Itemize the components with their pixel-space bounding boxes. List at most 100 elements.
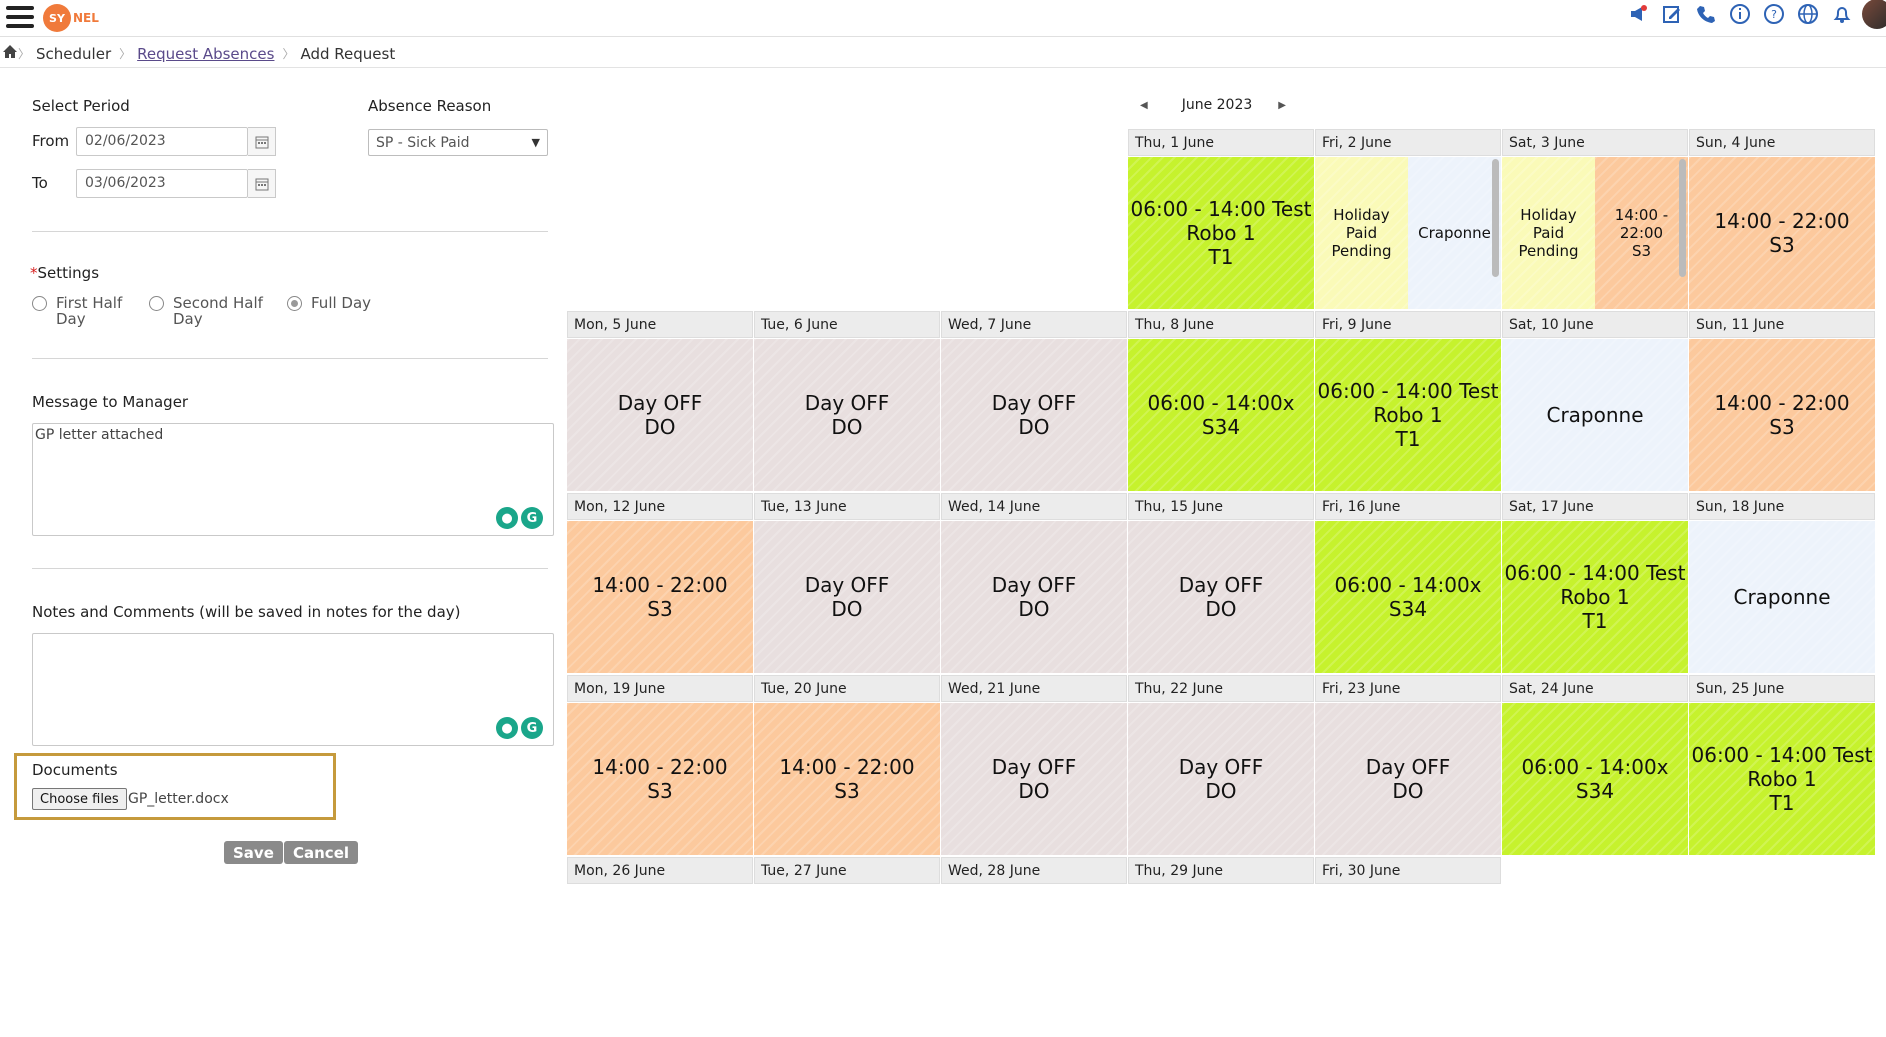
avatar[interactable] [1862, 0, 1886, 29]
absence-reason-select[interactable]: SP - Sick Paid ▼ [368, 129, 548, 156]
to-calendar-icon[interactable] [248, 169, 276, 198]
help-icon[interactable]: ? [1762, 2, 1786, 26]
calendar-day-cell[interactable]: Fri, 30 June [1315, 857, 1501, 1037]
from-calendar-icon[interactable] [248, 127, 276, 156]
calendar-day-cell[interactable]: Tue, 27 June [754, 857, 940, 1037]
shift-block[interactable]: 14:00 - 22:00 S3 [567, 521, 753, 673]
from-date-input[interactable]: 02/06/2023 [76, 127, 248, 156]
calendar-day-cell[interactable]: Tue, 13 June Day OFF DO [754, 493, 940, 673]
calendar-day-cell[interactable]: Thu, 8 June 06:00 - 14:00x S34 [1128, 311, 1314, 491]
scrollbar[interactable] [1679, 159, 1686, 277]
calendar-day-cell[interactable]: Thu, 22 June Day OFF DO [1128, 675, 1314, 855]
to-date-input[interactable]: 03/06/2023 [76, 169, 248, 198]
shift-block[interactable]: Day OFF DO [1315, 703, 1501, 855]
scrollbar[interactable] [1492, 159, 1499, 277]
calendar-day-cell[interactable]: Wed, 28 June [941, 857, 1127, 1037]
calendar-day-cell[interactable]: Mon, 19 June 14:00 - 22:00 S3 [567, 675, 753, 855]
grammarly-icon[interactable]: G [521, 507, 543, 529]
prev-month-icon[interactable]: ◀ [1140, 99, 1148, 111]
hamburger-menu-icon[interactable] [6, 6, 34, 30]
lightbulb-icon[interactable]: ● [496, 507, 518, 529]
shift-block[interactable]: 06:00 - 14:00 Test Robo 1 T1 [1689, 703, 1875, 855]
shift-block[interactable]: 06:00 - 14:00x S34 [1502, 703, 1688, 855]
choose-files-button[interactable]: Choose files [32, 788, 127, 810]
radio-full-day[interactable]: Full Day [287, 295, 371, 311]
shift-block[interactable]: 14:00 - 22:00 S3 [567, 703, 753, 855]
calendar-day-cell[interactable]: Wed, 14 June Day OFF DO [941, 493, 1127, 673]
shift-part[interactable]: Holiday Paid Pending [1315, 157, 1408, 309]
breadcrumb-scheduler[interactable]: Scheduler [36, 44, 112, 63]
megaphone-icon[interactable] [1626, 2, 1650, 26]
shift-block[interactable]: Craponne [1689, 521, 1875, 673]
calendar-day-cell[interactable]: Fri, 23 June Day OFF DO [1315, 675, 1501, 855]
shift-block[interactable]: Holiday Paid Pending 14:00 - 22:00 S3 [1502, 157, 1688, 309]
shift-text-line: Pending [1331, 242, 1392, 260]
calendar-day-cell[interactable]: Sun, 25 June 06:00 - 14:00 Test Robo 1 T1 [1689, 675, 1875, 855]
shift-block[interactable]: Craponne [1502, 339, 1688, 491]
calendar-day-cell[interactable]: Mon, 5 June Day OFF DO [567, 311, 753, 491]
radio-dot-selected[interactable] [287, 296, 302, 311]
calendar-day-cell[interactable]: Sat, 17 June 06:00 - 14:00 Test Robo 1 T1 [1502, 493, 1688, 673]
radio-first-half-day[interactable]: First Half Day [32, 295, 122, 327]
calendar-day-cell[interactable]: Mon, 26 June [567, 857, 753, 1037]
message-textarea[interactable]: GP letter attached ● G [32, 423, 554, 536]
shift-block[interactable]: 14:00 - 22:00 S3 [754, 703, 940, 855]
breadcrumb-request-absences[interactable]: Request Absences [137, 44, 275, 63]
edit-icon[interactable] [1660, 2, 1684, 26]
calendar-day-cell[interactable]: Sat, 10 June Craponne [1502, 311, 1688, 491]
home-icon[interactable] [0, 44, 18, 64]
shift-part[interactable]: 14:00 - 22:00 S3 [1595, 157, 1688, 309]
calendar-day-cell[interactable]: Thu, 29 June [1128, 857, 1314, 1037]
shift-block[interactable]: Day OFF DO [941, 521, 1127, 673]
shift-block[interactable]: Day OFF DO [754, 339, 940, 491]
radio-dot[interactable] [149, 296, 164, 311]
shift-part[interactable]: Craponne [1408, 157, 1501, 309]
grammarly-icon[interactable]: G [521, 717, 543, 739]
calendar-day-cell[interactable]: Wed, 21 June Day OFF DO [941, 675, 1127, 855]
calendar-day-cell[interactable]: Sat, 24 June 06:00 - 14:00x S34 [1502, 675, 1688, 855]
calendar-day-cell[interactable]: Wed, 7 June Day OFF DO [941, 311, 1127, 491]
calendar-day-cell[interactable]: Sun, 11 June 14:00 - 22:00 S3 [1689, 311, 1875, 491]
shift-block[interactable]: Day OFF DO [941, 703, 1127, 855]
calendar-day-cell[interactable]: Sat, 3 June Holiday Paid Pending 14:00 - 22:… [1502, 129, 1688, 309]
shift-block[interactable]: 06:00 - 14:00x S34 [1315, 521, 1501, 673]
bell-icon[interactable] [1830, 2, 1854, 26]
shift-block[interactable]: 06:00 - 14:00 Test Robo 1 T1 [1128, 157, 1314, 309]
calendar-day-cell[interactable]: Tue, 20 June 14:00 - 22:00 S3 [754, 675, 940, 855]
globe-icon[interactable] [1796, 2, 1820, 26]
next-month-icon[interactable]: ▶ [1278, 99, 1286, 111]
shift-block[interactable]: 06:00 - 14:00x S34 [1128, 339, 1314, 491]
calendar-day-cell[interactable]: Thu, 15 June Day OFF DO [1128, 493, 1314, 673]
shift-block[interactable]: Holiday Paid Pending Craponne [1315, 157, 1501, 309]
calendar-day-cell[interactable]: Fri, 16 June 06:00 - 14:00x S34 [1315, 493, 1501, 673]
shift-block[interactable]: Day OFF DO [1128, 521, 1314, 673]
calendar-day-cell[interactable]: Sun, 18 June Craponne [1689, 493, 1875, 673]
radio-dot[interactable] [32, 296, 47, 311]
shift-block[interactable]: 06:00 - 14:00 Test Robo 1 T1 [1315, 339, 1501, 491]
calendar-day-cell[interactable]: Sun, 4 June 14:00 - 22:00 S3 [1689, 129, 1875, 309]
lightbulb-icon[interactable]: ● [496, 717, 518, 739]
info-icon[interactable] [1728, 2, 1752, 26]
calendar-day-cell[interactable]: Tue, 6 June Day OFF DO [754, 311, 940, 491]
calendar-day-cell[interactable]: Fri, 9 June 06:00 - 14:00 Test Robo 1 T1 [1315, 311, 1501, 491]
shift-block[interactable]: 14:00 - 22:00 S3 [1689, 339, 1875, 491]
shift-block[interactable]: Day OFF DO [1128, 703, 1314, 855]
notes-textarea[interactable]: ● G [32, 633, 554, 746]
shift-block[interactable]: 14:00 - 22:00 S3 [1689, 157, 1875, 309]
calendar-day-cell[interactable]: Fri, 2 June Holiday Paid Pending Craponne [1315, 129, 1501, 309]
radio-second-half-day[interactable]: Second Half Day [149, 295, 263, 327]
shift-block[interactable]: 06:00 - 14:00 Test Robo 1 T1 [1502, 521, 1688, 673]
shift-block[interactable]: Day OFF DO [567, 339, 753, 491]
calendar-day-header: Sun, 18 June [1689, 493, 1875, 520]
cancel-button[interactable]: Cancel [284, 841, 359, 864]
shift-text-line: 14:00 - 22:00 [592, 573, 728, 597]
save-button[interactable]: Save [224, 841, 283, 864]
calendar-day-cell[interactable]: Thu, 1 June 06:00 - 14:00 Test Robo 1 T1 [1128, 129, 1314, 309]
shift-block[interactable]: Day OFF DO [754, 521, 940, 673]
phone-icon[interactable] [1694, 2, 1718, 26]
calendar-day-cell[interactable]: Mon, 12 June 14:00 - 22:00 S3 [567, 493, 753, 673]
shift-part[interactable]: Holiday Paid Pending [1502, 157, 1595, 309]
shift-text: Day OFF DO [1366, 755, 1451, 803]
shift-block[interactable]: Day OFF DO [941, 339, 1127, 491]
logo[interactable]: SY NEL [43, 3, 99, 33]
